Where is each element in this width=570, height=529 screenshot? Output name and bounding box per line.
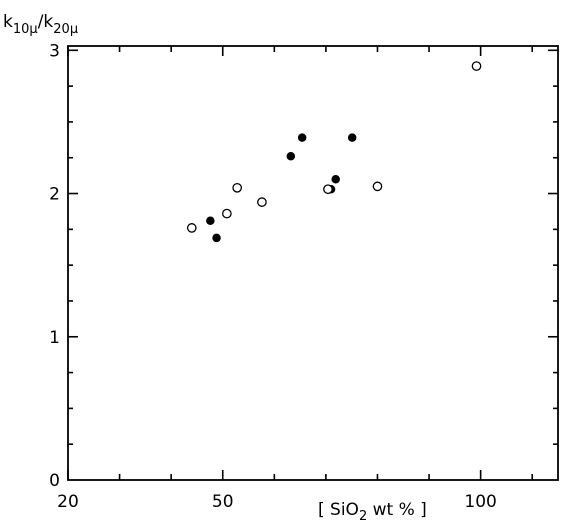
open-data-point <box>323 184 333 195</box>
open-data-point <box>232 182 243 193</box>
open-data-point <box>471 61 482 71</box>
plot-frame <box>67 45 559 481</box>
axis-tick-labels: 0 1 2 3 20 50 100 <box>49 41 497 512</box>
x-tick-label: 100 <box>464 492 496 512</box>
data-points <box>186 61 482 243</box>
open-data-point <box>222 208 232 219</box>
y-axis-title: k10μ/k20μ <box>3 12 78 37</box>
filled-data-point <box>331 174 340 184</box>
y-tick-label: 1 <box>49 328 60 348</box>
open-data-point <box>372 181 383 192</box>
y-tick-label: 2 <box>49 185 60 205</box>
y-axis-title-k1: k <box>3 12 13 32</box>
x-axis-title-post: wt % ] <box>367 500 427 520</box>
y-axis-title-k2: k <box>43 12 53 32</box>
filled-data-point <box>297 133 307 142</box>
x-axis-title-sub: 2 <box>359 509 367 524</box>
x-axis-title: [ SiO2 wt % ] <box>318 500 427 524</box>
y-axis-title-slash: / <box>38 12 44 32</box>
open-data-point <box>186 223 197 233</box>
y-tick-label: 0 <box>49 471 60 491</box>
filled-data-point <box>347 133 357 142</box>
axis-ticks <box>67 46 558 480</box>
filled-data-point <box>206 216 215 225</box>
filled-data-point <box>212 233 221 243</box>
x-tick-label: 20 <box>57 492 79 512</box>
open-data-point <box>257 197 267 207</box>
x-tick-label: 50 <box>212 492 234 512</box>
y-axis-title-sub2: 20μ <box>53 22 78 37</box>
y-tick-label: 3 <box>49 41 60 61</box>
x-axis-title-pre: [ SiO <box>318 500 359 520</box>
y-axis-title-sub1: 10μ <box>13 22 38 37</box>
filled-data-point <box>286 152 296 161</box>
